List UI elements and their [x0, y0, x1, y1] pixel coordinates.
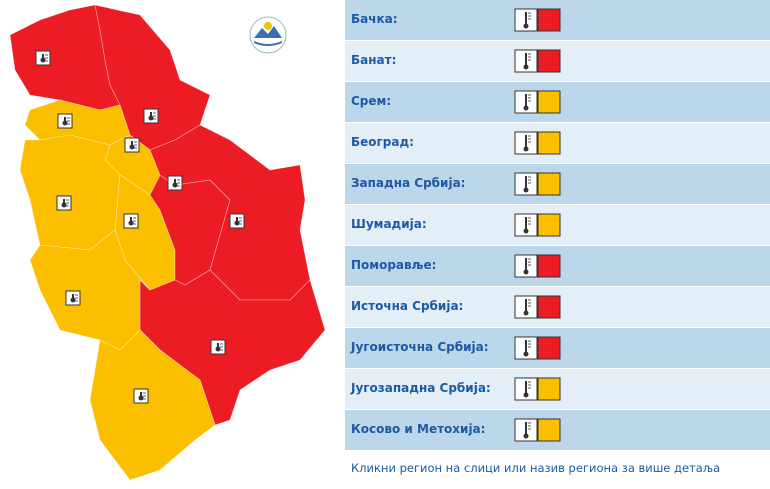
warning-level	[514, 254, 561, 278]
region-row[interactable]: Поморавље:	[345, 246, 770, 287]
warning-level	[514, 418, 561, 442]
region-shape[interactable]	[19, 134, 121, 251]
warning-icon	[124, 137, 140, 153]
region-row[interactable]: Банат:	[345, 41, 770, 82]
region-panel: Бачка: Банат: Срем: Београд: Западна Србија:…	[345, 0, 770, 489]
region-row[interactable]: Југозападна Србија:	[345, 369, 770, 410]
region-name[interactable]: Западна Србија:	[351, 176, 466, 190]
region-row[interactable]: Срем:	[345, 82, 770, 123]
warning-icon	[56, 195, 72, 211]
region-row[interactable]: Косово и Метохија:	[345, 410, 770, 451]
region-shape[interactable]	[149, 124, 311, 301]
region-name[interactable]: Југозападна Србија:	[351, 381, 491, 395]
warning-level	[514, 131, 561, 155]
region-name[interactable]: Београд:	[351, 135, 414, 149]
warning-level	[514, 295, 561, 319]
warning-level	[514, 377, 561, 401]
region-name[interactable]: Банат:	[351, 53, 397, 67]
region-row[interactable]: Источна Србија:	[345, 287, 770, 328]
warning-icon	[167, 175, 183, 191]
warning-icon	[133, 388, 149, 404]
warning-icon	[143, 108, 159, 124]
region-row[interactable]: Бачка:	[345, 0, 770, 41]
warning-level	[514, 172, 561, 196]
region-name[interactable]: Косово и Метохија:	[351, 422, 486, 436]
warning-icon	[65, 290, 81, 306]
region-row[interactable]: Западна Србија:	[345, 164, 770, 205]
warning-icon	[229, 213, 245, 229]
region-name[interactable]: Срем:	[351, 94, 392, 108]
warning-level	[514, 213, 561, 237]
warning-icon	[123, 213, 139, 229]
region-name[interactable]: Југоисточна Србија:	[351, 340, 489, 354]
warning-icon	[210, 339, 226, 355]
footer-hint: Кликни регион на слици или назив региона…	[351, 461, 721, 475]
warning-level	[514, 90, 561, 114]
region-name[interactable]: Шумадија:	[351, 217, 427, 231]
warning-level	[514, 8, 561, 32]
warning-icon	[35, 50, 51, 66]
region-row[interactable]: Београд:	[345, 123, 770, 164]
region-name[interactable]: Поморавље:	[351, 258, 437, 272]
region-name[interactable]: Источна Србија:	[351, 299, 464, 313]
warning-level	[514, 49, 561, 73]
warning-level	[514, 336, 561, 360]
map	[9, 4, 326, 481]
region-row[interactable]: Југоисточна Србија:	[345, 328, 770, 369]
region-row[interactable]: Шумадија:	[345, 205, 770, 246]
region-shape[interactable]	[89, 329, 216, 481]
logo	[249, 16, 287, 54]
region-name[interactable]: Бачка:	[351, 12, 398, 26]
warning-icon	[57, 113, 73, 129]
